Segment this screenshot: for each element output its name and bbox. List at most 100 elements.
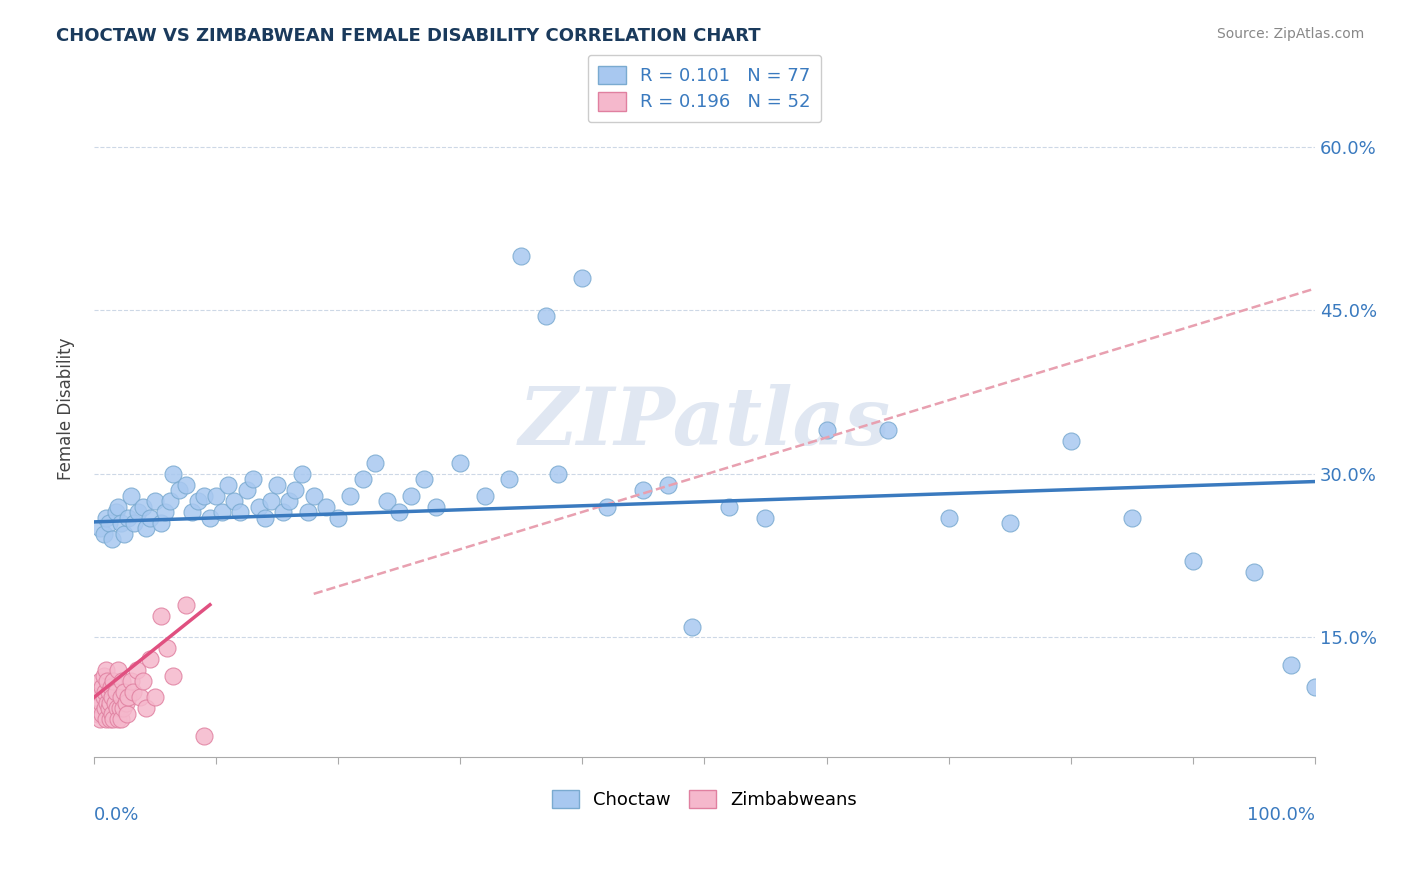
Point	[150, 608, 173, 623]
Point	[253, 510, 276, 524]
Point	[315, 500, 337, 514]
Point	[339, 489, 361, 503]
Point	[247, 500, 270, 514]
Point	[156, 641, 179, 656]
Point	[103, 712, 125, 726]
Point	[681, 619, 703, 633]
Point	[224, 494, 246, 508]
Point	[326, 510, 349, 524]
Point	[98, 712, 121, 726]
Point	[89, 521, 111, 535]
Point	[114, 527, 136, 541]
Point	[260, 494, 283, 508]
Point	[132, 500, 155, 514]
Point	[91, 706, 114, 721]
Legend: Choctaw, Zimbabweans: Choctaw, Zimbabweans	[543, 780, 866, 818]
Point	[135, 521, 157, 535]
Point	[271, 505, 294, 519]
Point	[98, 696, 121, 710]
Point	[364, 456, 387, 470]
Point	[94, 712, 117, 726]
Point	[110, 690, 132, 705]
Point	[180, 505, 202, 519]
Point	[89, 674, 111, 689]
Point	[1243, 565, 1265, 579]
Point	[97, 701, 120, 715]
Point	[139, 652, 162, 666]
Point	[112, 701, 135, 715]
Point	[187, 494, 209, 508]
Point	[107, 500, 129, 514]
Point	[169, 483, 191, 498]
Point	[162, 668, 184, 682]
Point	[93, 527, 115, 541]
Point	[193, 489, 215, 503]
Point	[815, 423, 838, 437]
Point	[596, 500, 619, 514]
Point	[174, 598, 197, 612]
Point	[101, 706, 124, 721]
Point	[87, 685, 110, 699]
Point	[352, 472, 374, 486]
Point	[143, 690, 166, 705]
Point	[86, 690, 108, 705]
Point	[94, 510, 117, 524]
Point	[97, 685, 120, 699]
Point	[633, 483, 655, 498]
Point	[127, 505, 149, 519]
Point	[132, 674, 155, 689]
Point	[105, 701, 128, 715]
Point	[110, 516, 132, 530]
Text: ZIPatlas: ZIPatlas	[519, 384, 890, 461]
Point	[107, 663, 129, 677]
Point	[103, 674, 125, 689]
Point	[117, 510, 139, 524]
Point	[754, 510, 776, 524]
Point	[375, 494, 398, 508]
Point	[278, 494, 301, 508]
Point	[150, 516, 173, 530]
Point	[94, 685, 117, 699]
Point	[91, 680, 114, 694]
Point	[1181, 554, 1204, 568]
Point	[401, 489, 423, 503]
Point	[110, 712, 132, 726]
Point	[657, 478, 679, 492]
Point	[90, 696, 112, 710]
Point	[114, 696, 136, 710]
Point	[94, 663, 117, 677]
Text: 0.0%: 0.0%	[94, 806, 139, 824]
Point	[998, 516, 1021, 530]
Point	[425, 500, 447, 514]
Point	[108, 701, 131, 715]
Point	[290, 467, 312, 481]
Point	[1303, 680, 1326, 694]
Text: 100.0%: 100.0%	[1247, 806, 1315, 824]
Point	[412, 472, 434, 486]
Point	[302, 489, 325, 503]
Point	[100, 680, 122, 694]
Point	[117, 690, 139, 705]
Point	[1060, 434, 1083, 449]
Point	[547, 467, 569, 481]
Point	[388, 505, 411, 519]
Point	[114, 685, 136, 699]
Point	[498, 472, 520, 486]
Point	[235, 483, 257, 498]
Point	[111, 674, 134, 689]
Point	[534, 309, 557, 323]
Point	[474, 489, 496, 503]
Point	[120, 674, 142, 689]
Text: Source: ZipAtlas.com: Source: ZipAtlas.com	[1216, 27, 1364, 41]
Point	[242, 472, 264, 486]
Point	[94, 701, 117, 715]
Point	[122, 685, 145, 699]
Point	[284, 483, 307, 498]
Point	[101, 690, 124, 705]
Point	[135, 701, 157, 715]
Point	[115, 706, 138, 721]
Text: CHOCTAW VS ZIMBABWEAN FEMALE DISABILITY CORRELATION CHART: CHOCTAW VS ZIMBABWEAN FEMALE DISABILITY …	[56, 27, 761, 45]
Point	[139, 510, 162, 524]
Point	[96, 696, 118, 710]
Y-axis label: Female Disability: Female Disability	[58, 337, 75, 480]
